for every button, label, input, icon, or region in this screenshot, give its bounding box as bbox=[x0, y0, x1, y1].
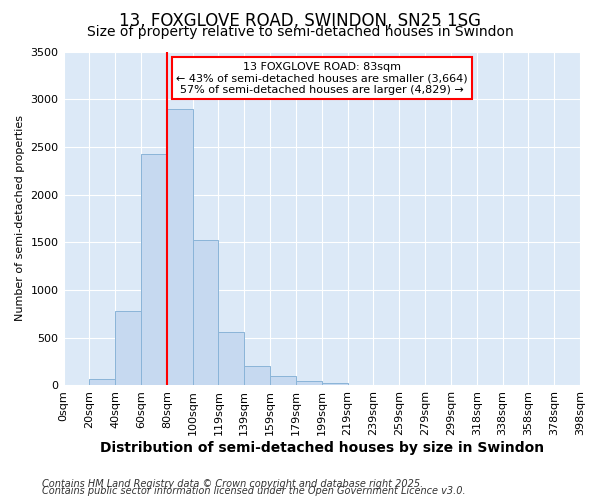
Bar bbox=[167, 109, 193, 386]
Bar bbox=[218, 332, 244, 386]
Y-axis label: Number of semi-detached properties: Number of semi-detached properties bbox=[15, 116, 25, 322]
Bar bbox=[193, 240, 218, 386]
Bar bbox=[322, 382, 347, 386]
Bar bbox=[141, 154, 167, 386]
Text: Contains HM Land Registry data © Crown copyright and database right 2025.: Contains HM Land Registry data © Crown c… bbox=[42, 479, 423, 489]
Text: 13 FOXGLOVE ROAD: 83sqm
← 43% of semi-detached houses are smaller (3,664)
57% of: 13 FOXGLOVE ROAD: 83sqm ← 43% of semi-de… bbox=[176, 62, 467, 94]
Text: 13, FOXGLOVE ROAD, SWINDON, SN25 1SG: 13, FOXGLOVE ROAD, SWINDON, SN25 1SG bbox=[119, 12, 481, 30]
Bar bbox=[270, 376, 296, 386]
Bar bbox=[244, 366, 270, 386]
Bar bbox=[296, 380, 322, 386]
Bar bbox=[347, 384, 373, 386]
Text: Size of property relative to semi-detached houses in Swindon: Size of property relative to semi-detach… bbox=[86, 25, 514, 39]
Text: Contains public sector information licensed under the Open Government Licence v3: Contains public sector information licen… bbox=[42, 486, 466, 496]
Bar bbox=[89, 380, 115, 386]
Bar bbox=[115, 311, 141, 386]
X-axis label: Distribution of semi-detached houses by size in Swindon: Distribution of semi-detached houses by … bbox=[100, 441, 544, 455]
